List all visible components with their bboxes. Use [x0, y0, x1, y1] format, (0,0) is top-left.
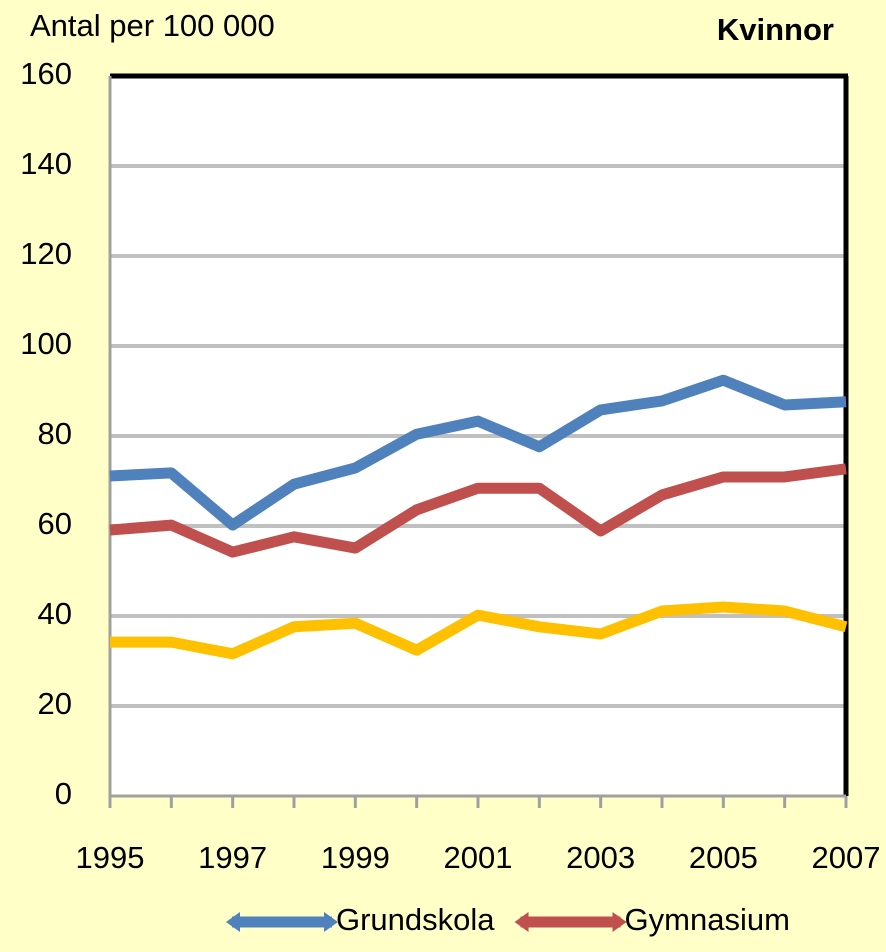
- y-tick-label: 0: [55, 776, 72, 811]
- y-axis-label: Antal per 100 000: [30, 8, 275, 43]
- y-tick-label: 160: [20, 56, 72, 91]
- y-tick-label: 60: [38, 506, 72, 541]
- series-line: [110, 601, 848, 660]
- x-tick-label: 1995: [76, 840, 145, 875]
- x-tick-label: 1997: [198, 840, 267, 875]
- y-tick-label: 100: [20, 326, 72, 361]
- x-tick-label: 2001: [444, 840, 513, 875]
- x-tick-label: 1999: [321, 840, 390, 875]
- legend-label: Grundskola: [336, 902, 495, 937]
- chart-title: Kvinnor: [717, 12, 834, 47]
- legend-label: Gymnasium: [625, 902, 790, 937]
- series-line: [109, 463, 847, 558]
- series-line: [109, 374, 847, 531]
- y-tick-label: 120: [20, 236, 72, 271]
- y-tick-label: 20: [38, 686, 72, 721]
- y-tick-label: 80: [38, 416, 72, 451]
- y-tick-label: 40: [38, 596, 72, 631]
- legend-marker: [226, 912, 338, 932]
- y-tick-label: 140: [20, 146, 72, 181]
- x-tick-label: 2005: [689, 840, 758, 875]
- legend-marker: [514, 912, 627, 932]
- x-tick-label: 2007: [812, 840, 881, 875]
- x-tick-label: 2003: [566, 840, 635, 875]
